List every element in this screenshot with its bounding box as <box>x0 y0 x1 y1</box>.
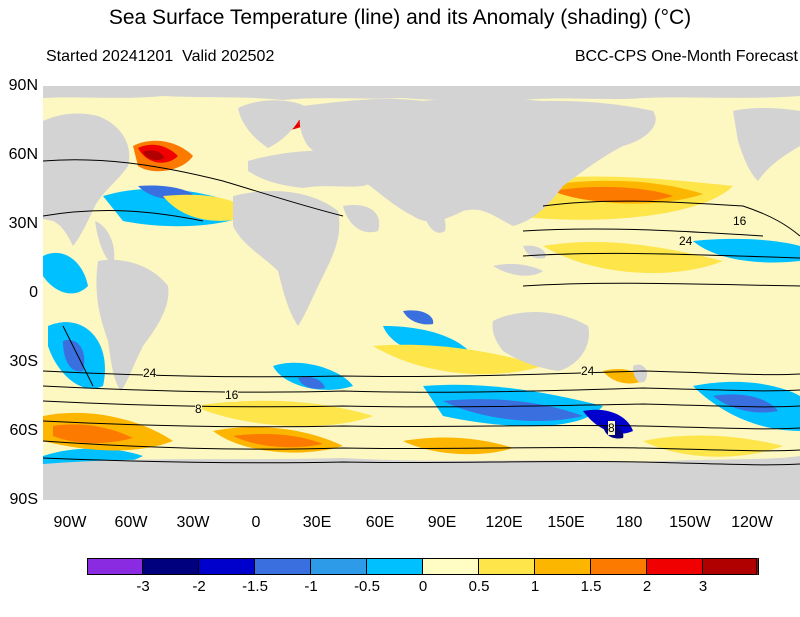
colorbar-swatch <box>255 558 311 575</box>
colorbar-label: 0.5 <box>468 578 490 595</box>
colorbar-label: -2 <box>192 578 206 595</box>
lon-label: 60W <box>114 514 148 531</box>
lon-label: 150E <box>547 514 585 531</box>
colorbar-swatch <box>647 558 703 575</box>
colorbar-label: 0 <box>418 578 428 595</box>
map-canvas <box>43 86 800 500</box>
sst-contours <box>43 159 800 466</box>
contour-label: 16 <box>225 388 239 402</box>
colorbar-label: 3 <box>698 578 708 595</box>
land-masses <box>43 86 800 500</box>
colorbar-swatch <box>591 558 647 575</box>
forecast-source: BCC-CPS One-Month Forecast <box>574 48 798 65</box>
lon-label: 180 <box>615 514 643 531</box>
lat-label: 30S <box>9 353 38 370</box>
colorbar-swatch <box>311 558 367 575</box>
colorbar-label: 1.5 <box>580 578 602 595</box>
lon-label: 90E <box>427 514 457 531</box>
lon-label: 120W <box>731 514 773 531</box>
colorbar-swatch <box>423 558 479 575</box>
run-info: Started 20241201 Valid 202502 <box>46 48 275 65</box>
colorbar <box>87 558 759 575</box>
colorbar-label: -1.5 <box>242 578 268 595</box>
colorbar-swatch <box>143 558 199 575</box>
lon-label: 30W <box>176 514 210 531</box>
colorbar-label: -3 <box>136 578 150 595</box>
contour-label: 24 <box>679 234 693 248</box>
colorbar-label: 2 <box>642 578 652 595</box>
lat-label: 60S <box>9 422 38 439</box>
contour-label: 8 <box>608 421 615 435</box>
lon-label: 0 <box>251 514 261 531</box>
lon-label: 90W <box>53 514 87 531</box>
lat-label: 0 <box>29 284 38 301</box>
colorbar-swatch <box>367 558 423 575</box>
colorbar-label: -1 <box>304 578 318 595</box>
lon-label: 60E <box>365 514 395 531</box>
contour-label: 24 <box>143 366 157 380</box>
contour-label: 24 <box>581 364 595 378</box>
colorbar-label: 1 <box>530 578 540 595</box>
lon-label: 150W <box>669 514 711 531</box>
sst-map: 16 24 24 16 8 8 24 <box>43 86 800 500</box>
lat-label: 30N <box>8 215 38 232</box>
colorbar-swatch <box>199 558 255 575</box>
lat-label: 90N <box>8 77 38 94</box>
lat-label: 60N <box>8 146 38 163</box>
lat-label: 90S <box>9 491 38 508</box>
colorbar-swatch <box>535 558 591 575</box>
colorbar-swatch <box>479 558 535 575</box>
contour-label: 8 <box>195 402 202 416</box>
lon-label: 120E <box>485 514 523 531</box>
colorbar-swatch <box>703 558 759 575</box>
colorbar-swatch <box>87 558 143 575</box>
map-title: Sea Surface Temperature (line) and its A… <box>108 6 692 29</box>
lon-label: 30E <box>302 514 332 531</box>
colorbar-label: -0.5 <box>354 578 380 595</box>
contour-label: 16 <box>733 214 747 228</box>
